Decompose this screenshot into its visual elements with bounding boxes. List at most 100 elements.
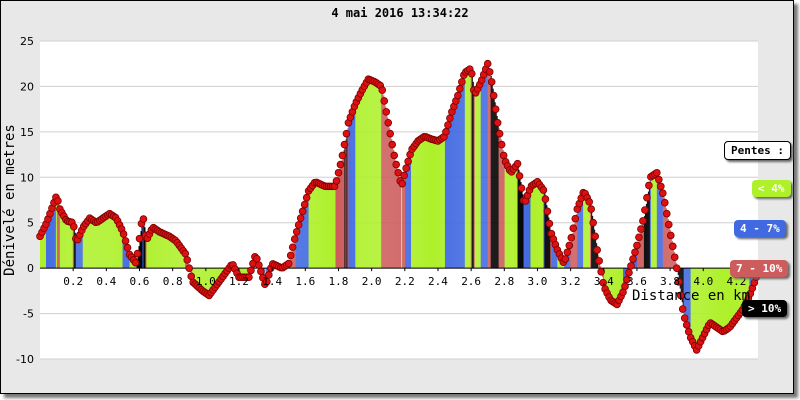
slope-bar [419, 140, 421, 269]
slope-bar [302, 211, 304, 269]
slope-bar [96, 222, 98, 269]
slope-bar [448, 121, 450, 269]
slope-bar [99, 220, 101, 269]
slope-bar [421, 138, 423, 269]
slope-bar [304, 204, 306, 269]
slope-bar [450, 114, 452, 269]
slope-bar [213, 268, 215, 290]
slope-bar [537, 181, 539, 269]
slope-bar [124, 237, 126, 269]
slope-bar [644, 209, 646, 269]
slope-bar [182, 249, 184, 269]
x-tick-label: 2.4 [428, 275, 448, 288]
elevation-point [539, 186, 548, 194]
x-tick-label: 2.2 [395, 275, 415, 288]
slope-bar [662, 193, 664, 269]
slope-bar [216, 268, 218, 286]
slope-bar [321, 184, 323, 269]
slope-bar [174, 239, 176, 269]
elevation-point [639, 217, 647, 225]
slope-bar [295, 235, 297, 269]
slope-bar [621, 268, 623, 297]
legend-title: Pentes : [724, 141, 791, 160]
slope-bar [310, 188, 312, 269]
slope-bar [390, 133, 392, 269]
slope-bar [149, 234, 151, 269]
slope-bar [729, 268, 731, 328]
y-tick-labels: -10 -5 0 5 10 15 20 25 [16, 35, 34, 366]
elevation-point [286, 251, 295, 260]
elevation-point [483, 59, 492, 68]
x-tick-label: 2.8 [494, 275, 514, 288]
slope-bar [663, 197, 665, 269]
slope-bar [47, 219, 49, 269]
slope-bar [610, 268, 612, 300]
slope-bar [455, 100, 457, 269]
slope-bar [470, 68, 472, 269]
slope-bar [206, 268, 208, 294]
elevation-point [458, 78, 466, 86]
elevation-point [384, 118, 393, 127]
y-tick-label: 25 [20, 35, 34, 48]
slope-bar [641, 224, 643, 269]
slope-bar [78, 237, 80, 269]
x-tick-label: 0.4 [96, 275, 116, 288]
slope-bar [693, 268, 695, 344]
slope-bar [718, 268, 720, 329]
slope-bar [688, 268, 690, 332]
elevation-point [442, 128, 450, 136]
slope-bar [581, 198, 583, 269]
slope-bar [201, 268, 203, 290]
slope-bar [447, 125, 449, 269]
slope-bar [451, 111, 453, 269]
elevation-point [398, 179, 406, 188]
slope-bar [218, 268, 220, 284]
elevation-point [294, 221, 303, 229]
slope-bar [90, 218, 92, 269]
elevation-point [678, 305, 687, 313]
slope-bar [490, 75, 492, 269]
slope-bar [75, 238, 77, 269]
slope-bar [40, 234, 42, 269]
slope-bar [358, 97, 360, 269]
slope-bar [439, 139, 441, 269]
slope-bar [58, 204, 60, 269]
slope-bar [243, 268, 245, 278]
slope-bar [123, 234, 125, 269]
elevation-point [257, 267, 265, 276]
slope-bar [749, 268, 751, 297]
slope-bar [586, 195, 588, 269]
slope-bar [534, 183, 536, 269]
slope-bar [298, 224, 300, 269]
slope-bar [318, 183, 320, 269]
slope-bar [535, 183, 537, 269]
slope-bar [84, 224, 86, 269]
slope-bar [735, 268, 737, 320]
elevation-point [139, 215, 148, 223]
slope-bar [747, 268, 749, 301]
elevation-point [288, 243, 297, 252]
slope-bar [655, 173, 657, 269]
slope-bar [351, 114, 353, 269]
slope-bar [614, 268, 616, 303]
elevation-point [674, 277, 683, 286]
slope-bar [645, 203, 647, 269]
elevation-point [543, 207, 552, 216]
slope-bar [509, 170, 511, 269]
slope-bar [639, 233, 641, 269]
elevation-point [388, 140, 397, 149]
slope-bar [341, 160, 343, 269]
slope-bar [398, 172, 400, 269]
slope-bar [404, 175, 406, 269]
slope-bar [706, 268, 708, 330]
slope-bar [531, 185, 533, 269]
slope-bar [95, 222, 97, 269]
slope-bar [301, 214, 303, 269]
slope-bar [343, 150, 345, 269]
legend-item-lt4: < 4% [752, 180, 791, 197]
slope-bar [71, 222, 73, 269]
slope-bar [722, 268, 724, 332]
slope-bar [475, 92, 477, 269]
slope-bar [323, 185, 325, 269]
elevation-point [641, 206, 649, 214]
